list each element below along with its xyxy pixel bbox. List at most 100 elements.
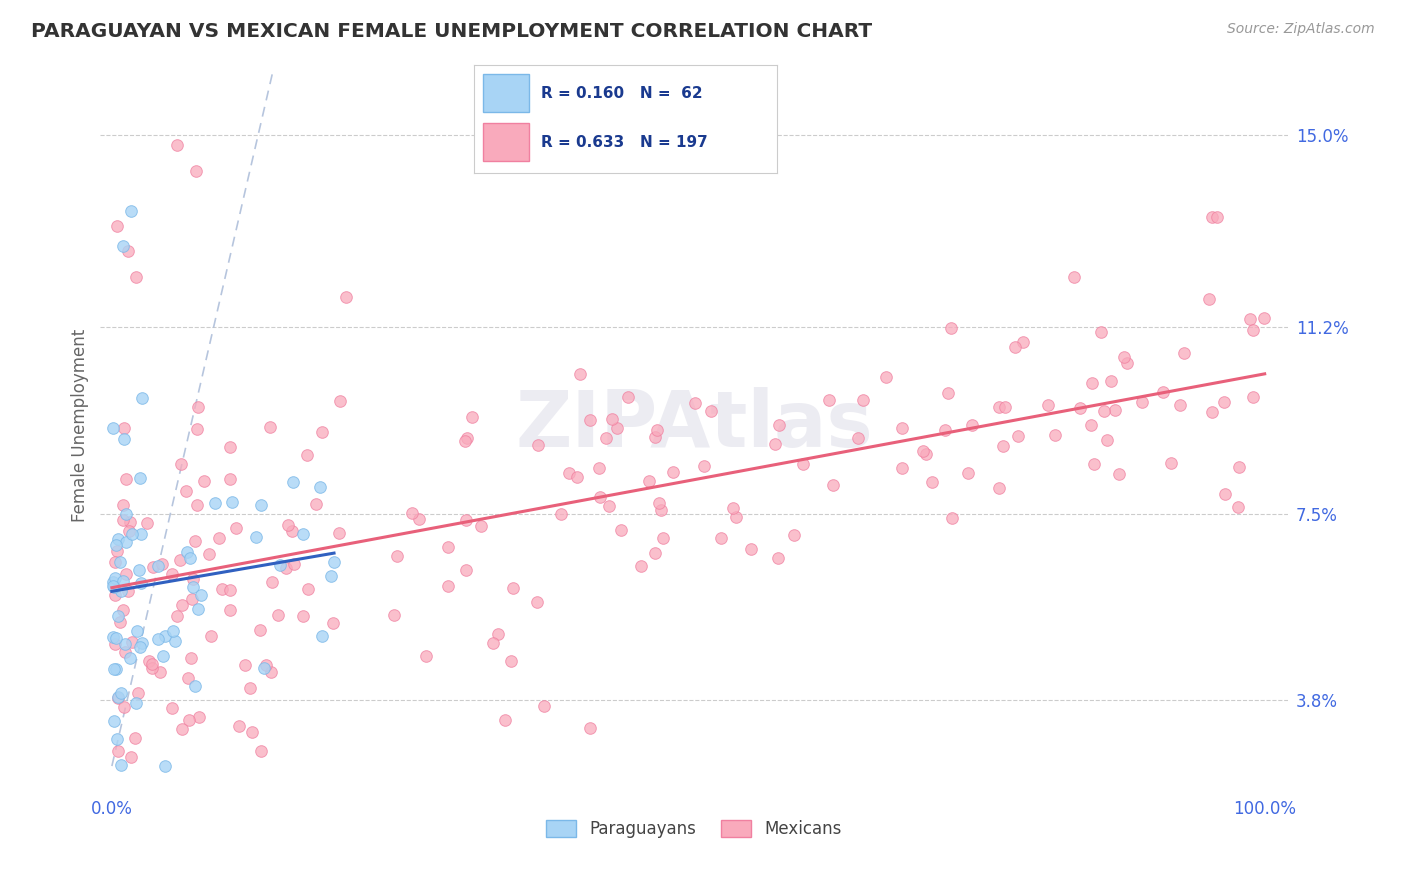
Point — [110, 757, 132, 772]
Point — [180, 591, 202, 606]
Point — [595, 431, 617, 445]
Point — [993, 438, 1015, 452]
Point — [875, 369, 897, 384]
Point — [1227, 500, 1250, 515]
Point — [240, 724, 263, 739]
Point — [131, 636, 153, 650]
Point — [190, 588, 212, 602]
Point — [103, 714, 125, 728]
Point — [401, 506, 423, 520]
Point — [709, 531, 731, 545]
Point — [1239, 311, 1261, 326]
Text: ZIPAtlas: ZIPAtlas — [515, 387, 873, 464]
Point — [1201, 210, 1223, 224]
Point — [456, 513, 478, 527]
Point — [128, 564, 150, 578]
Point — [280, 524, 302, 538]
Point — [162, 566, 184, 581]
Point — [1069, 401, 1091, 416]
Point — [768, 417, 790, 432]
Point — [120, 204, 142, 219]
Point — [567, 470, 589, 484]
Point — [295, 448, 318, 462]
Point — [470, 518, 492, 533]
Point — [683, 396, 706, 410]
Point — [644, 430, 666, 444]
Point — [1152, 384, 1174, 399]
Point — [115, 507, 138, 521]
Point — [644, 546, 666, 560]
Point — [107, 690, 129, 704]
Point — [740, 542, 762, 557]
Point — [305, 497, 328, 511]
Point — [112, 513, 135, 527]
Point — [166, 138, 188, 153]
Point — [254, 658, 277, 673]
Point — [600, 412, 623, 426]
Point — [150, 557, 173, 571]
Point — [129, 471, 152, 485]
Point — [494, 714, 516, 728]
Point — [179, 550, 201, 565]
Point — [104, 636, 127, 650]
Point — [988, 401, 1011, 415]
Point — [437, 579, 460, 593]
Point — [921, 475, 943, 489]
Point — [550, 508, 572, 522]
Point — [105, 544, 128, 558]
Point — [228, 719, 250, 733]
Point — [699, 404, 721, 418]
Point — [1043, 428, 1066, 442]
Point — [108, 555, 131, 569]
Point — [526, 594, 548, 608]
Point — [818, 393, 841, 408]
Point — [219, 440, 242, 454]
Point — [110, 584, 132, 599]
Point — [112, 239, 135, 253]
Point — [1112, 350, 1135, 364]
Point — [1080, 417, 1102, 432]
Point — [180, 651, 202, 665]
Point — [110, 615, 132, 629]
Point — [115, 472, 138, 486]
Point — [994, 400, 1017, 414]
Point — [385, 549, 408, 564]
Point — [292, 527, 315, 541]
Point — [125, 269, 148, 284]
Point — [221, 494, 243, 508]
Point — [915, 447, 938, 461]
Point — [120, 749, 142, 764]
Point — [131, 391, 153, 405]
Point — [170, 457, 193, 471]
Point — [960, 417, 983, 432]
Point — [245, 530, 267, 544]
Point — [482, 635, 505, 649]
Point — [114, 636, 136, 650]
Point — [146, 632, 169, 646]
Point — [1227, 460, 1250, 475]
Point — [115, 567, 138, 582]
Point — [323, 555, 346, 569]
Point — [225, 521, 247, 535]
Point — [890, 461, 912, 475]
Point — [112, 574, 135, 588]
Point — [630, 559, 652, 574]
Point — [461, 410, 484, 425]
Point — [186, 498, 208, 512]
Point — [129, 640, 152, 655]
Point — [609, 523, 631, 537]
Point — [1168, 398, 1191, 412]
Point — [200, 629, 222, 643]
Point — [598, 500, 620, 514]
Point — [415, 648, 437, 663]
Point — [211, 582, 233, 596]
Point — [176, 545, 198, 559]
Point — [187, 710, 209, 724]
Point — [129, 527, 152, 541]
Point — [1099, 374, 1122, 388]
Point — [115, 535, 138, 549]
Point — [277, 517, 299, 532]
Point — [103, 579, 125, 593]
Point — [276, 561, 298, 575]
Point — [1116, 356, 1139, 370]
